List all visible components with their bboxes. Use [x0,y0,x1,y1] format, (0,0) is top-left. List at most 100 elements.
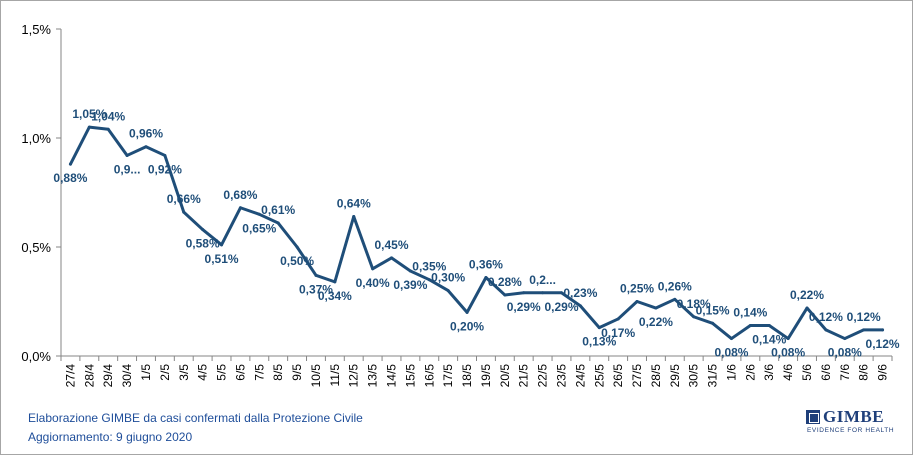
data-point [522,291,526,295]
data-point [862,328,866,332]
data-point [711,321,715,325]
data-point [578,304,582,308]
data-point [748,323,752,327]
data-label: 0,08% [714,346,748,360]
data-label: 0,39% [393,278,427,292]
data-point [314,273,318,277]
data-point [220,243,224,247]
x-tick-label: 5/6 [800,364,814,381]
x-tick-label: 25/5 [592,364,606,388]
x-tick-label: 19/5 [479,364,493,388]
data-point [729,337,733,341]
footer-source: Elaborazione GIMBE da casi confermati da… [28,411,363,425]
data-label: 1,05% [72,107,106,121]
x-tick-label: 8/5 [271,364,285,381]
data-label: 0,17% [601,326,635,340]
x-tick-label: 6/6 [819,364,833,381]
x-tick-label: 27/4 [63,364,77,388]
y-tick-label: 1,5% [21,22,51,37]
x-tick-label: 3/6 [762,364,776,381]
data-point [597,326,601,330]
x-tick-label: 10/5 [309,364,323,388]
data-label: 0,23% [563,286,597,300]
data-label: 1,04% [91,109,125,123]
data-point [182,210,186,214]
data-point [654,306,658,310]
data-label: 0,35% [412,260,446,274]
data-point [125,153,129,157]
data-label: 0,15% [696,303,730,317]
x-tick-label: 31/5 [706,364,720,388]
data-label: 0,45% [374,238,408,252]
x-tick-label: 9/6 [876,364,890,381]
data-label: 0,29% [544,300,578,314]
data-label: 0,14% [752,332,786,346]
data-point [635,300,639,303]
x-tick-label: 1/5 [139,364,153,381]
x-tick-label: 12/5 [347,364,361,388]
x-tick-label: 24/5 [573,364,587,388]
data-point [333,280,337,284]
data-point [371,267,375,271]
x-tick-label: 22/5 [536,364,550,388]
data-point [673,297,677,301]
data-label: 0,08% [828,346,862,360]
x-tick-label: 17/5 [441,364,455,388]
x-tick-label: 2/5 [158,364,172,381]
data-label: 0,58% [186,237,220,251]
data-label: 0,65% [242,221,276,235]
data-point [446,289,450,293]
data-point [276,221,280,225]
x-tick-label: 29/5 [668,364,682,388]
x-tick-label: 21/5 [517,364,531,388]
data-point [257,212,261,216]
x-tick-label: 13/5 [366,364,380,388]
data-label: 0,96% [129,127,163,141]
x-tick-label: 29/4 [101,364,115,388]
x-tick-label: 4/5 [196,364,210,381]
data-label: 0,18% [677,297,711,311]
data-label: 0,12% [847,310,881,324]
data-point [503,293,507,297]
data-point [427,278,431,282]
x-tick-label: 20/5 [498,364,512,388]
data-point [824,328,828,332]
logo-tagline: EVIDENCE FOR HEALTH [807,427,895,434]
y-tick-label: 0,0% [21,349,51,364]
x-tick-label: 15/5 [403,364,417,388]
data-label: 0,36% [469,258,503,272]
data-label: 0,25% [620,282,654,296]
y-tick-label: 1,0% [21,131,51,146]
data-label: 0,40% [356,276,390,290]
x-tick-label: 28/5 [649,364,663,388]
data-label: 0,20% [450,319,484,333]
data-label: 0,12% [866,337,900,351]
data-label: 0,9... [114,162,141,176]
data-label: 0,29% [507,300,541,314]
x-tick-label: 14/5 [385,364,399,388]
data-point [786,337,790,341]
data-point [87,125,91,129]
data-label: 0,37% [299,282,333,296]
logo-name: GIMBE [823,407,885,426]
data-point [541,291,545,295]
y-tick-label: 0,5% [21,240,51,255]
data-label: 0,64% [337,196,371,210]
x-tick-label: 30/5 [687,364,701,388]
data-label: 0,08% [771,346,805,360]
x-tick-label: 30/4 [120,364,134,388]
footer-update: Aggiornamento: 9 giugno 2020 [28,430,193,444]
data-point [352,214,356,218]
data-point [484,276,488,280]
x-tick-label: 7/6 [838,364,852,381]
data-point [68,162,72,166]
data-point [106,127,110,131]
data-point [408,269,412,273]
data-point [390,256,394,260]
x-tick-label: 18/5 [460,364,474,388]
x-tick-label: 7/5 [252,364,266,381]
x-tick-label: 28/4 [82,364,96,388]
x-tick-label: 9/5 [290,364,304,381]
x-tick-label: 4/6 [781,364,795,381]
